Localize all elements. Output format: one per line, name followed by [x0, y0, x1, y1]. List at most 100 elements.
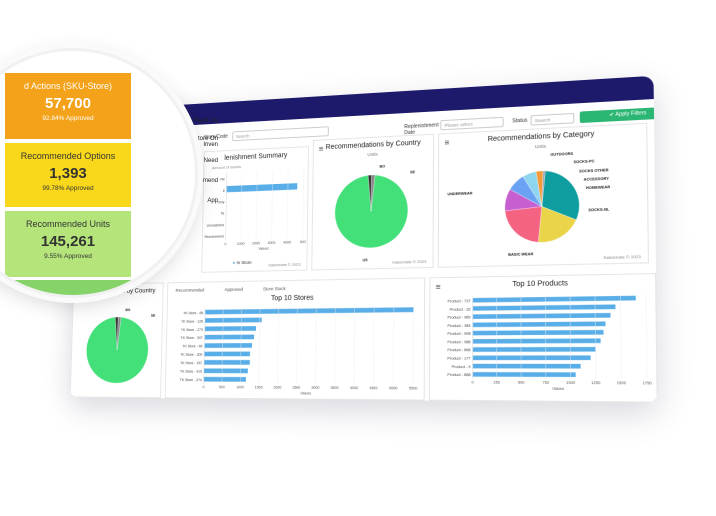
x-tick-label: 1500	[617, 381, 626, 386]
y-tick-label: lf	[223, 189, 225, 193]
x-tick-label: 0	[224, 242, 226, 246]
grid-line	[277, 307, 278, 384]
category-footer: Salesmate © 2023	[603, 254, 641, 260]
y-tick-label: TK Store - 347	[181, 336, 203, 340]
replenishment-footer: Salesmate © 2023	[268, 262, 300, 268]
x-tick-label: 0	[203, 385, 205, 389]
kpi-actions-approved: 92.84% Approved	[5, 115, 131, 122]
pie-slice	[505, 207, 542, 244]
status-filter-input[interactable]: Search	[531, 113, 575, 126]
grid-line	[256, 171, 257, 240]
replenishment-summary-title: lenishment Summary	[204, 151, 307, 163]
kpi-options-card: Recommended Options 1,393 99.78% Approve…	[5, 143, 131, 207]
grid-line	[272, 170, 273, 239]
bar	[226, 183, 297, 192]
pie-label: BO	[125, 308, 130, 312]
pie-label: SOCKS OTHER	[579, 168, 609, 174]
grid-line	[354, 306, 355, 384]
pie-label: SE	[151, 314, 156, 318]
pie-label: ACCESSORY	[584, 176, 610, 181]
recommendations-category-panel: ≡ Recommendations by Category Units OUTD…	[438, 123, 649, 268]
x-tick-label: 3000	[311, 386, 319, 390]
grid-line	[296, 307, 297, 384]
needed-units-pie-chart: BO SE	[71, 303, 165, 401]
replenishment-chart: Re lf Only Ta Unmatched Recommend0 1000 2000 300…	[202, 167, 309, 269]
y-tick-label: Product - 177	[448, 356, 471, 360]
replenishment-legend: ● In Store	[233, 260, 252, 265]
bar	[473, 364, 581, 369]
top-products-panel: ≡ Top 10 Products Product - 737 Product -…	[429, 273, 658, 403]
bar	[204, 352, 250, 357]
sidebar-item-app[interactable]: App	[207, 198, 218, 204]
x-tick-label: 3000	[268, 241, 276, 245]
grid-line	[393, 306, 394, 385]
y-tick-label: Product - 868	[448, 348, 471, 352]
status-filter-label: Status	[512, 118, 527, 125]
country-pie-chart: BOSEUS	[312, 153, 435, 269]
top-products-chart: Product - 737 Product - 32 Product - 989 Pr…	[430, 287, 658, 401]
bar	[473, 321, 606, 327]
x-tick-label: 4500	[369, 386, 377, 390]
x-tick-label: 1000	[566, 381, 575, 386]
bar	[204, 343, 252, 348]
pie-label: BASIC WEAR	[508, 252, 534, 257]
bar	[473, 296, 636, 303]
x-tick-label: 2000	[252, 241, 260, 245]
y-tick-label: Ta	[220, 212, 224, 216]
x-tick-label: 0	[472, 380, 474, 384]
kpi-options-label: Recommended Options	[5, 151, 131, 161]
kpi-actions-card: d Actions (SKU-Store) 57,700 92.84% Appr…	[5, 73, 131, 139]
y-tick-label: Re	[220, 177, 224, 181]
bar	[205, 335, 254, 340]
bar	[205, 326, 256, 331]
y-tick-label: Product - 908	[448, 332, 471, 337]
kpi-units-card: Recommended Units 145,261 9.55% Approved	[5, 211, 131, 277]
kpi-units-label: Recommended Units	[5, 219, 131, 229]
y-tick-label: TK Store - 273	[181, 328, 203, 332]
y-tick-label: Only	[217, 200, 224, 204]
x-tick-label: 1750	[642, 381, 651, 386]
tab-store-stock[interactable]: Store Stock	[263, 286, 286, 291]
category-pie-chart: OUTDOORSSOCKS-PCSOCKS OTHERACCESSORYHOME…	[439, 143, 650, 266]
pie-label: BO	[380, 164, 386, 168]
sidebar-item-need[interactable]: Need	[204, 158, 218, 164]
top-stores-panel: Recommended Approved Store Stock Top 10 …	[165, 277, 426, 400]
y-tick-label: Product - 989	[448, 315, 471, 320]
bar	[204, 360, 250, 365]
apply-filters-button[interactable]: ✔ Apply Filters	[580, 106, 658, 123]
y-tick-label: TK Store - 415	[180, 370, 202, 374]
grid-line	[241, 172, 242, 241]
tab-approved[interactable]: Approved	[225, 287, 244, 292]
x-tick-label: 750	[542, 381, 549, 386]
grid-line	[374, 306, 375, 385]
x-tick-label: 2000	[273, 386, 281, 390]
x-axis-label: Values	[552, 387, 564, 392]
pie-label: SOCKS-NL	[588, 207, 609, 212]
x-tick-label: 5500	[409, 386, 417, 390]
bar	[204, 368, 248, 373]
tab-recommended[interactable]: Recommended	[176, 287, 205, 292]
bar	[204, 377, 246, 382]
needed-units-panel: ≡ Needed Units by Country BOSE	[70, 282, 164, 398]
x-tick-label: 1000	[237, 242, 245, 246]
replenishment-date-input[interactable]: Please select	[440, 117, 503, 131]
x-tick-label: 2500	[292, 386, 300, 390]
y-tick-label: Product - 868	[447, 373, 470, 377]
y-tick-label: Product - 384	[448, 323, 471, 328]
y-tick-label: Product - 9	[452, 365, 471, 369]
pie-label: SE	[410, 170, 416, 174]
x-tick-label: 4000	[350, 386, 358, 390]
recommendations-country-panel: ≡ Recommendations by Country Units BO SE U…	[311, 134, 434, 271]
grid-line	[620, 294, 621, 379]
kpi-options-value: 1,393	[5, 165, 131, 182]
grid-line	[315, 307, 316, 384]
y-tick-label: Product - 32	[450, 307, 471, 312]
x-tick-label: 500	[219, 385, 225, 389]
bar	[473, 355, 591, 360]
bar	[205, 307, 414, 314]
grid-line	[303, 169, 304, 239]
x-tick-label: 5000	[389, 386, 397, 390]
y-tick-label: TK Store - 157	[180, 361, 202, 365]
grid-line	[226, 172, 227, 240]
bar	[473, 372, 576, 377]
